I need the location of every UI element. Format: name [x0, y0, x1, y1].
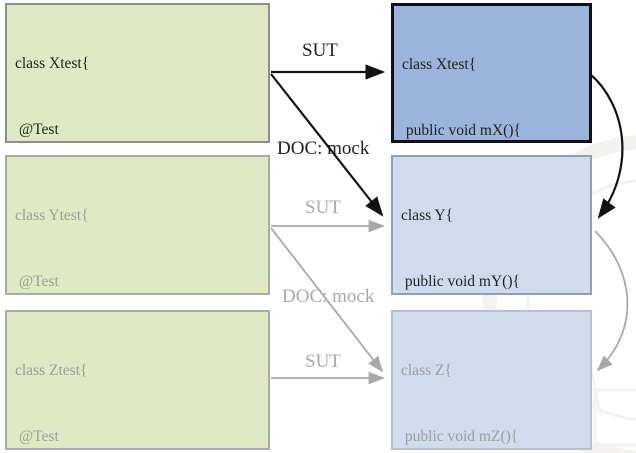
- doc-mock-label-x: DOC: mock: [277, 138, 370, 159]
- call-arc-x-to-y: [589, 73, 624, 219]
- test-class-ztest-box: class Ztest{ @Test public void testMZ(){…: [5, 310, 270, 450]
- code-line: public void mX(){: [402, 122, 521, 139]
- sut-label-x: SUT: [302, 40, 338, 61]
- code-line: public void mZ(){: [401, 428, 519, 445]
- code-line: class Ztest{: [15, 362, 88, 379]
- test-class-xtest-box: class Xtest{ @Test public void testMX(){…: [5, 3, 270, 402]
- code-line: class Xtest{: [15, 55, 90, 72]
- class-y-doc-box: class Y{ public void mY(){ //code with Z…: [391, 155, 592, 422]
- class-z-doc-box: class Z{ public void mZ(){ //code } }: [391, 310, 592, 450]
- test-class-ytest-box: class Ytest{ @Test public void testMY(){…: [5, 155, 270, 422]
- code-line: @Test: [15, 428, 59, 445]
- code-line: class Xtest{: [402, 56, 477, 73]
- code-line: @Test: [15, 273, 59, 290]
- sut-label-z: SUT: [305, 351, 341, 372]
- code-line: @Test: [15, 121, 59, 138]
- code-line: class Y{: [401, 207, 454, 224]
- sut-label-y: SUT: [305, 197, 341, 218]
- code-line: class Z{: [401, 362, 452, 379]
- call-arc-y-to-z: [594, 230, 629, 372]
- code-line: class Ytest{: [15, 207, 89, 224]
- code-line: public void mY(){: [401, 273, 520, 290]
- class-x-sut-box: class Xtest{ public void mX(){ //code wi…: [391, 3, 592, 403]
- doc-mock-label-y: DOC: mock: [282, 286, 375, 307]
